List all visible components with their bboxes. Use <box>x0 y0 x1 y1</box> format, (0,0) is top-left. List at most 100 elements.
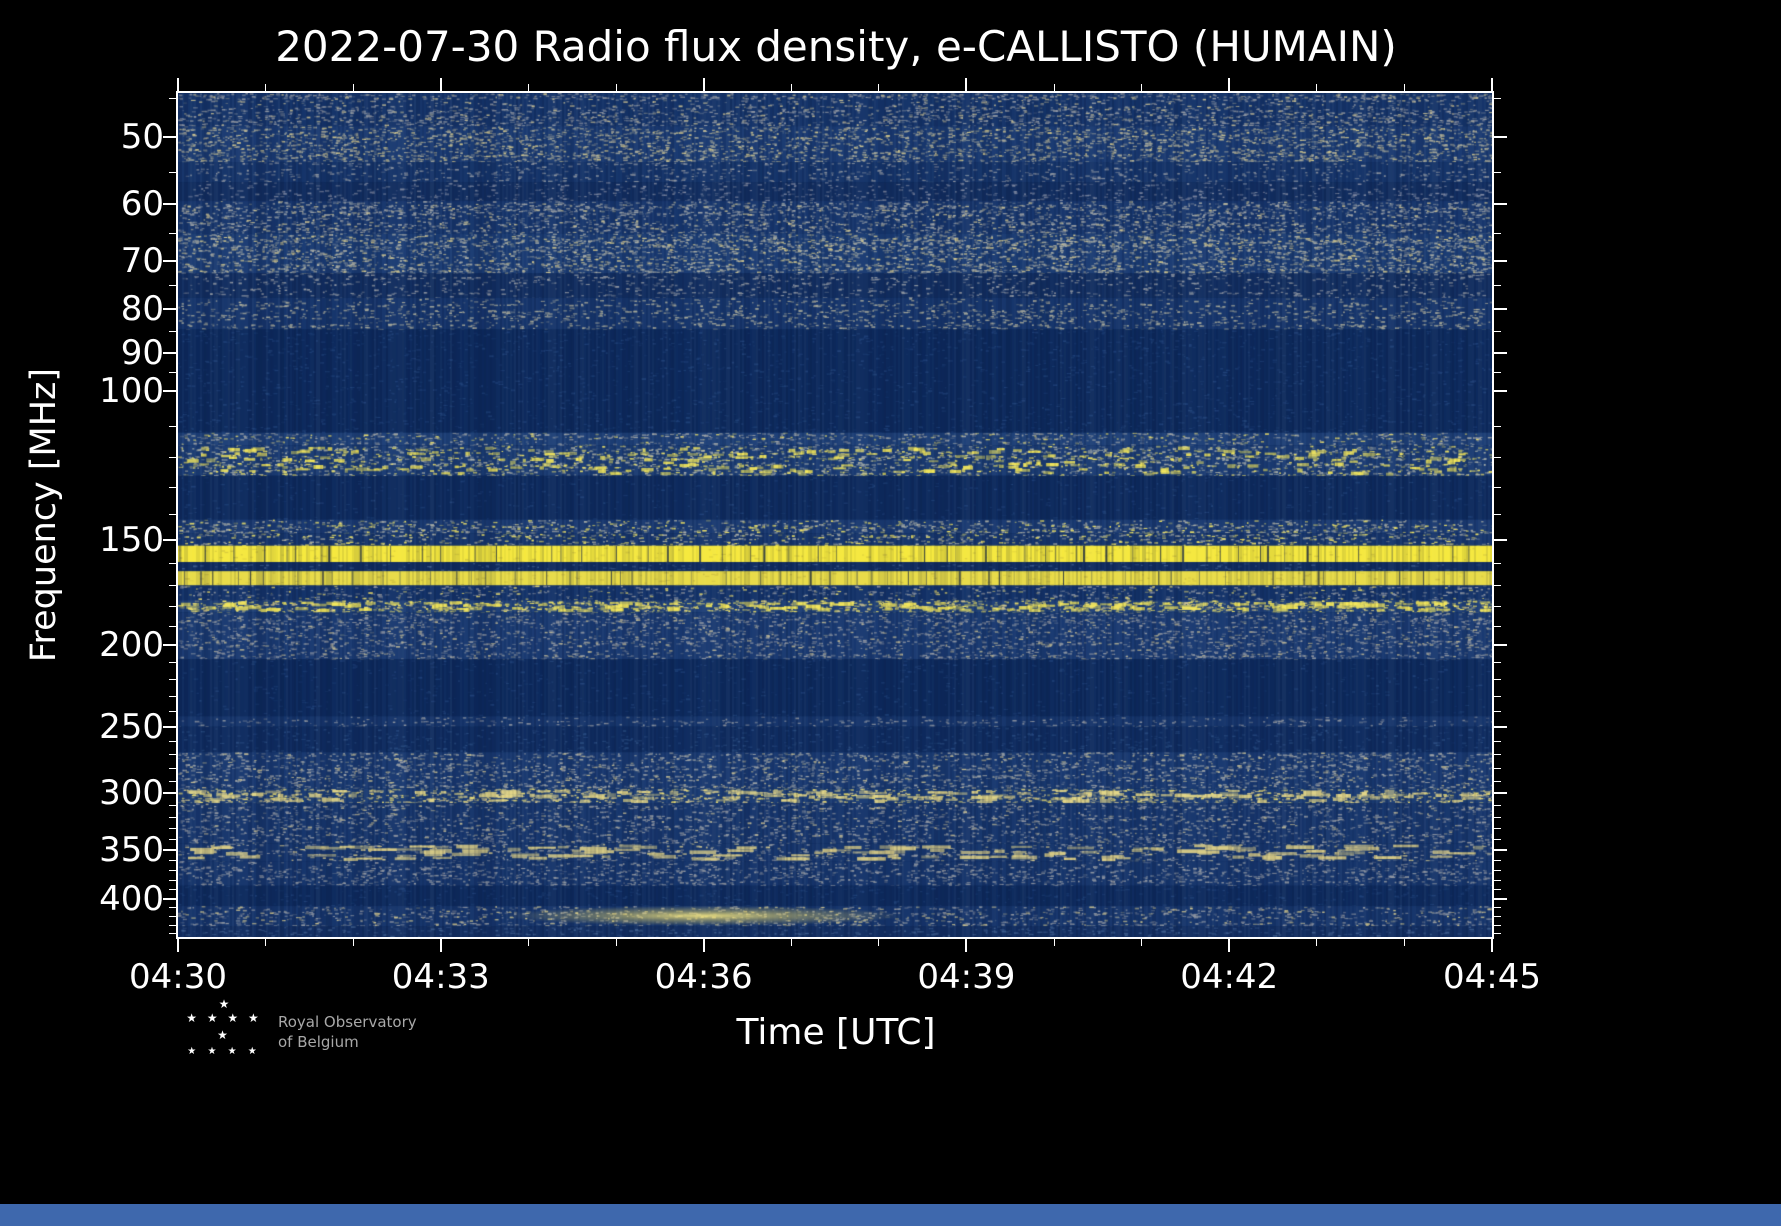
rob-logo-stars: ★ ★ ★ ★ ★ ★ ★ ★ ★ ★ <box>182 998 266 1059</box>
axis-tick <box>163 390 176 393</box>
axis-tick <box>790 84 792 91</box>
axis-tick <box>169 425 176 427</box>
axis-tick <box>1141 84 1143 91</box>
footer-strip <box>0 1204 1781 1226</box>
axis-tick <box>169 562 176 564</box>
axis-tick <box>1494 897 1507 900</box>
axis-tick <box>265 84 267 91</box>
axis-tick <box>1494 879 1501 881</box>
axis-tick <box>169 916 176 918</box>
y-tick-label: 150 <box>99 519 164 560</box>
axis-tick <box>1494 308 1507 311</box>
axis-tick <box>1491 939 1493 952</box>
axis-tick <box>1494 767 1501 769</box>
axis-tick <box>163 308 176 311</box>
y-tick-label: 70 <box>120 240 164 281</box>
axis-tick <box>352 84 354 91</box>
axis-tick <box>1316 939 1318 946</box>
axis-tick <box>352 939 354 946</box>
axis-tick <box>163 848 176 851</box>
axis-tick <box>1141 939 1143 946</box>
axis-tick <box>1494 725 1507 728</box>
axis-tick <box>169 740 176 742</box>
axis-tick <box>878 939 880 946</box>
star-icon: ★ ★ ★ ★ <box>187 1046 261 1057</box>
axis-tick <box>1494 425 1501 427</box>
axis-tick <box>527 84 529 91</box>
axis-tick <box>169 331 176 333</box>
axis-tick <box>1494 848 1507 851</box>
axis-tick <box>169 838 176 840</box>
axis-tick <box>1053 939 1055 946</box>
y-tick-label: 350 <box>99 829 164 870</box>
axis-tick <box>177 939 179 952</box>
x-tick-label: 04:36 <box>654 957 753 997</box>
axis-tick <box>169 924 176 926</box>
axis-tick <box>1494 804 1501 806</box>
axis-tick <box>1494 605 1501 607</box>
y-tick-label: 50 <box>120 117 164 158</box>
axis-tick <box>169 869 176 871</box>
axis-tick <box>169 605 176 607</box>
axis-tick <box>163 538 176 541</box>
y-tick-label: 100 <box>99 371 164 412</box>
axis-tick <box>169 98 176 100</box>
axis-tick <box>169 816 176 818</box>
axis-tick <box>169 933 176 935</box>
axis-tick <box>169 513 176 515</box>
spectrogram-canvas <box>178 93 1492 937</box>
axis-tick <box>169 859 176 861</box>
axis-tick <box>1403 939 1405 946</box>
axis-tick <box>1494 513 1501 515</box>
y-tick-label: 250 <box>99 706 164 747</box>
axis-tick <box>1494 679 1501 681</box>
y-tick-label: 200 <box>99 624 164 665</box>
axis-tick <box>1228 78 1231 91</box>
axis-tick <box>1494 136 1507 139</box>
axis-tick <box>1494 662 1501 664</box>
axis-tick <box>169 711 176 713</box>
axis-tick <box>1494 924 1501 926</box>
axis-tick <box>1491 78 1493 91</box>
axis-tick <box>177 78 179 91</box>
y-tick-label: 90 <box>120 332 164 373</box>
axis-tick <box>439 939 442 952</box>
axis-tick <box>163 643 176 646</box>
axis-tick <box>1494 792 1507 795</box>
axis-tick <box>965 939 968 952</box>
axis-tick <box>169 679 176 681</box>
axis-tick <box>1494 754 1501 756</box>
axis-tick <box>1494 98 1501 100</box>
y-tick-label: 60 <box>120 184 164 225</box>
axis-tick <box>1494 816 1501 818</box>
axis-tick <box>1494 933 1501 935</box>
axis-tick <box>965 78 968 91</box>
y-tick-label: 400 <box>99 878 164 919</box>
axis-tick <box>1494 171 1501 173</box>
rob-logo-line2: of Belgium <box>278 1033 359 1051</box>
axis-tick <box>1494 351 1507 354</box>
axis-tick <box>163 792 176 795</box>
axis-tick <box>169 907 176 909</box>
axis-tick <box>1494 584 1501 586</box>
axis-tick <box>702 939 705 952</box>
plot-area <box>163 78 1507 952</box>
y-tick-label: 80 <box>120 289 164 330</box>
rob-logo-text: Royal Observatory of Belgium <box>278 1012 417 1052</box>
axis-tick <box>1494 562 1501 564</box>
axis-tick <box>1494 780 1501 782</box>
axis-ticks <box>163 78 1507 952</box>
axis-tick <box>169 879 176 881</box>
rob-logo-line1: Royal Observatory <box>278 1013 417 1031</box>
x-tick-labels: 04:30 04:33 04:36 04:39 04:42 04:45 <box>129 957 1541 1001</box>
axis-tick <box>169 486 176 488</box>
axis-tick <box>163 259 176 262</box>
chart-title: 2022-07-30 Radio flux density, e-CALLIST… <box>275 22 1397 71</box>
axis-tick <box>1494 203 1507 206</box>
axis-tick <box>169 232 176 234</box>
axis-tick <box>169 889 176 890</box>
axis-tick <box>1053 84 1055 91</box>
axis-tick <box>702 78 705 91</box>
axis-tick <box>169 285 176 287</box>
x-tick-label: 04:30 <box>129 957 227 997</box>
